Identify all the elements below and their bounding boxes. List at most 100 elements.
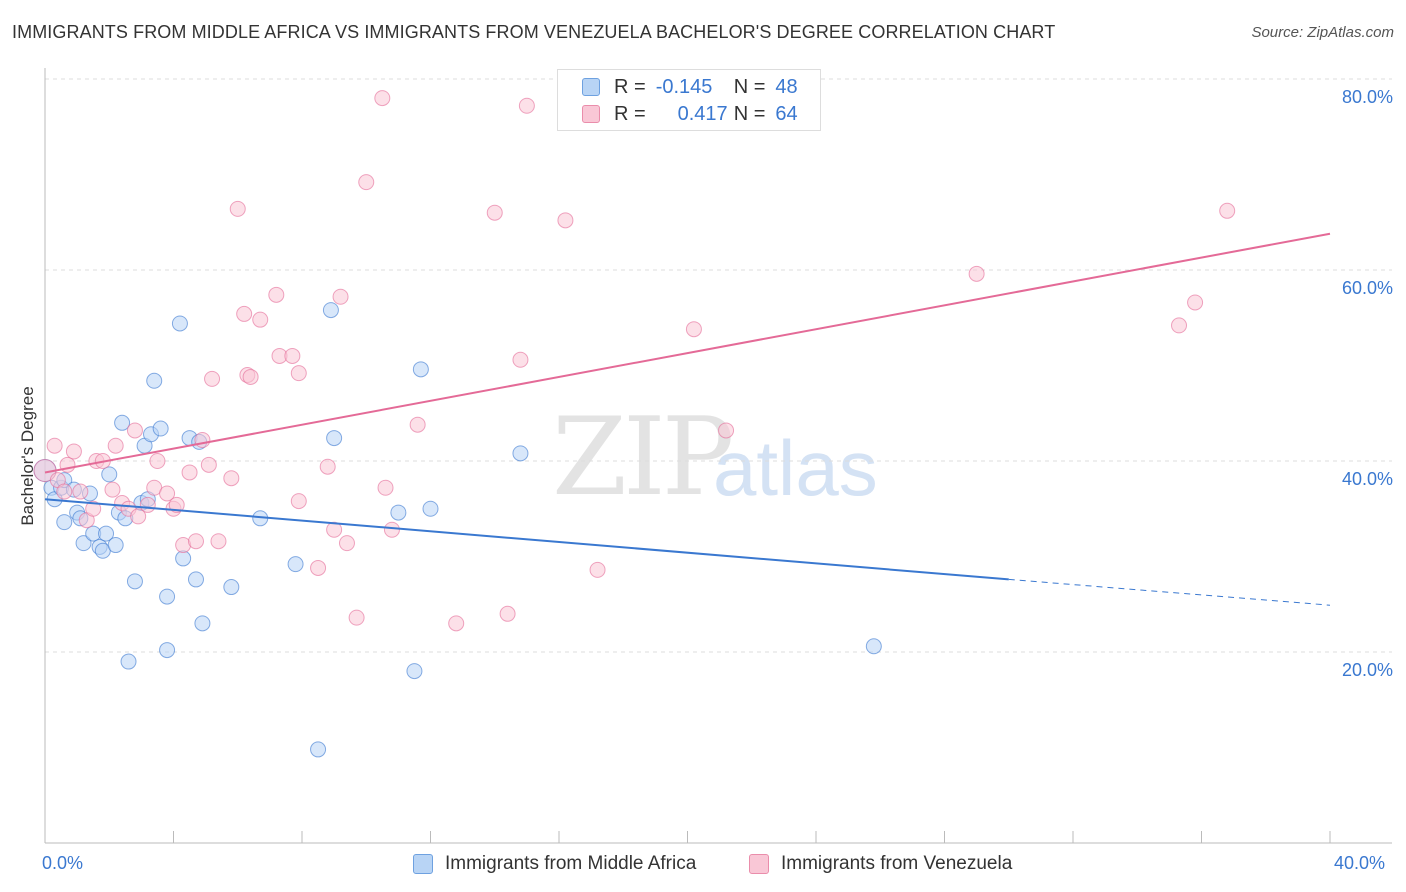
venezuela-point	[139, 496, 156, 513]
venezuela-point	[448, 615, 465, 632]
middle-africa-point	[194, 615, 211, 632]
middle-africa-point	[512, 445, 529, 462]
venezuela-point	[290, 365, 307, 382]
middle-africa-point	[75, 535, 92, 552]
middle-africa-point	[326, 430, 343, 447]
middle-africa-point	[152, 420, 169, 437]
middle-africa-point	[107, 537, 124, 554]
middle-africa-point	[865, 638, 882, 655]
venezuela-point	[159, 485, 176, 502]
venezuela-point	[499, 605, 516, 622]
legend-r-label: R =	[614, 75, 646, 98]
x-tick-label-min: 0.0%	[42, 853, 84, 873]
middle-africa-point	[146, 372, 163, 389]
venezuela-point	[589, 561, 606, 578]
venezuela-point	[1171, 317, 1188, 334]
venezuela-point	[204, 370, 221, 387]
middle-africa-trendline	[44, 498, 1009, 581]
venezuela-point	[319, 458, 336, 475]
venezuela-point	[383, 521, 400, 538]
venezuela-point	[518, 97, 535, 114]
venezuela-point	[200, 456, 217, 473]
legend-n-value: 64	[775, 102, 798, 125]
legend-r-label: R =	[614, 102, 646, 125]
legend-n-value: 48	[775, 75, 798, 98]
middle-africa-point	[175, 550, 192, 567]
middle-africa-point	[120, 653, 137, 670]
bottom-legend-venezuela: Immigrants from Venezuela	[749, 852, 1012, 876]
venezuela-point	[332, 288, 349, 305]
venezuela-point	[223, 470, 240, 487]
venezuela-point	[149, 453, 166, 469]
middle-africa-trendline-extension	[1008, 578, 1331, 606]
middle-africa-point	[171, 315, 188, 332]
venezuela-point	[210, 533, 227, 550]
middle-africa-point	[126, 573, 143, 590]
venezuela-point	[512, 351, 529, 368]
venezuela-point	[56, 483, 73, 500]
bottom-legend-swatch-blue	[413, 854, 433, 874]
venezuela-point	[126, 422, 143, 439]
middle-africa-point	[114, 414, 131, 431]
venezuela-point	[374, 90, 391, 107]
venezuela-point	[194, 431, 211, 448]
venezuela-point	[229, 200, 246, 217]
venezuela-point	[685, 321, 702, 338]
venezuela-point	[242, 368, 259, 385]
middle-africa-point	[223, 579, 240, 596]
legend-swatch-blue	[582, 78, 600, 96]
middle-africa-point	[390, 504, 407, 521]
venezuela-point	[72, 483, 89, 500]
bottom-legend-label: Immigrants from Venezuela	[781, 853, 1013, 874]
venezuela-point	[409, 416, 426, 433]
venezuela-point	[104, 481, 121, 498]
middle-africa-point	[310, 741, 327, 758]
middle-africa-point	[98, 525, 115, 542]
venezuela-trendline	[44, 232, 1331, 474]
venezuela-point	[284, 347, 301, 364]
venezuela-point	[1219, 202, 1236, 219]
source-label: Source: ZipAtlas.com	[1251, 24, 1394, 41]
venezuela-point	[187, 533, 204, 550]
venezuela-point	[358, 174, 375, 191]
venezuela-point	[268, 286, 285, 303]
venezuela-point	[65, 443, 82, 460]
legend-row-venezuela: R = 0.417 N = 64	[582, 101, 798, 127]
watermark-atlas: atlas	[713, 424, 878, 512]
venezuela-point	[107, 437, 124, 454]
venezuela-point	[348, 609, 365, 626]
bottom-legend-middle-africa: Immigrants from Middle Africa	[413, 852, 696, 876]
bottom-legend-label: Immigrants from Middle Africa	[445, 853, 697, 874]
correlation-legend: R = -0.145 N = 48 R = 0.417 N = 64	[557, 69, 821, 131]
middle-africa-point	[159, 588, 176, 605]
venezuela-point	[46, 437, 63, 454]
venezuela-point	[1187, 294, 1204, 311]
y-tick-label-60: 60.0%	[1341, 278, 1393, 298]
legend-row-middle-africa: R = -0.145 N = 48	[582, 74, 798, 100]
legend-n-label: N =	[733, 102, 766, 125]
venezuela-point	[486, 204, 503, 221]
venezuela-point	[181, 464, 198, 481]
chart-title: IMMIGRANTS FROM MIDDLE AFRICA VS IMMIGRA…	[12, 22, 1056, 42]
middle-africa-point	[159, 642, 176, 659]
middle-africa-point	[412, 361, 429, 378]
venezuela-point	[718, 422, 735, 439]
venezuela-point	[130, 508, 147, 525]
venezuela-point	[290, 493, 307, 510]
bottom-legend-swatch-pink	[749, 854, 769, 874]
venezuela-point	[236, 305, 253, 322]
venezuela-point	[968, 265, 985, 282]
x-tick-label-max: 40.0%	[1334, 853, 1386, 873]
y-tick-label-40: 40.0%	[1341, 469, 1393, 489]
venezuela-point	[326, 521, 343, 538]
middle-africa-point	[56, 514, 73, 531]
venezuela-point	[377, 479, 394, 496]
legend-swatch-pink	[582, 105, 600, 123]
venezuela-point	[557, 212, 574, 229]
venezuela-point	[310, 559, 327, 576]
y-tick-label-80: 80.0%	[1341, 87, 1393, 107]
y-tick-label-20: 20.0%	[1341, 660, 1393, 680]
middle-africa-point	[322, 302, 339, 319]
middle-africa-point	[187, 571, 204, 588]
